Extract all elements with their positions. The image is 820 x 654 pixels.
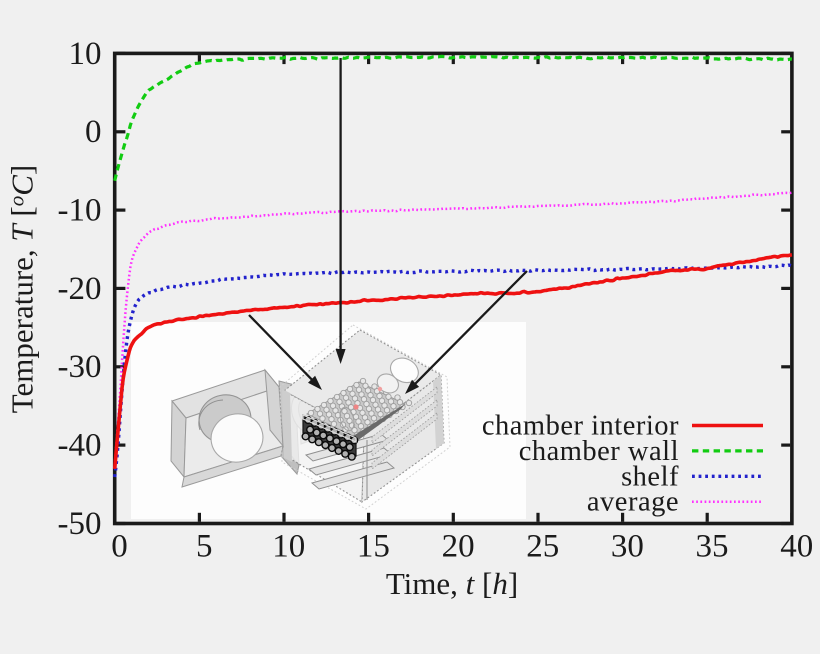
svg-text:5: 5 xyxy=(196,529,213,565)
svg-text:-40: -40 xyxy=(58,428,102,464)
svg-text:0: 0 xyxy=(85,114,102,150)
svg-text:10: 10 xyxy=(272,529,305,565)
svg-text:average: average xyxy=(587,487,679,518)
svg-text:35: 35 xyxy=(696,529,729,565)
svg-text:15: 15 xyxy=(357,529,390,565)
svg-text:-50: -50 xyxy=(58,506,102,542)
svg-text:25: 25 xyxy=(526,529,559,565)
svg-text:-30: -30 xyxy=(58,349,102,385)
svg-text:-20: -20 xyxy=(58,271,102,307)
svg-text:Temperature, T [oC]: Temperature, T [oC] xyxy=(5,165,40,414)
svg-text:0: 0 xyxy=(111,529,128,565)
svg-text:-10: -10 xyxy=(58,193,102,229)
svg-text:chamber interior: chamber interior xyxy=(482,411,679,442)
svg-text:40: 40 xyxy=(780,529,813,565)
svg-text:Time, t [h]: Time, t [h] xyxy=(386,566,518,601)
svg-text:20: 20 xyxy=(442,529,475,565)
svg-text:30: 30 xyxy=(611,529,644,565)
svg-text:chamber wall: chamber wall xyxy=(519,436,679,467)
svg-text:10: 10 xyxy=(69,36,102,72)
svg-text:shelf: shelf xyxy=(621,461,679,492)
